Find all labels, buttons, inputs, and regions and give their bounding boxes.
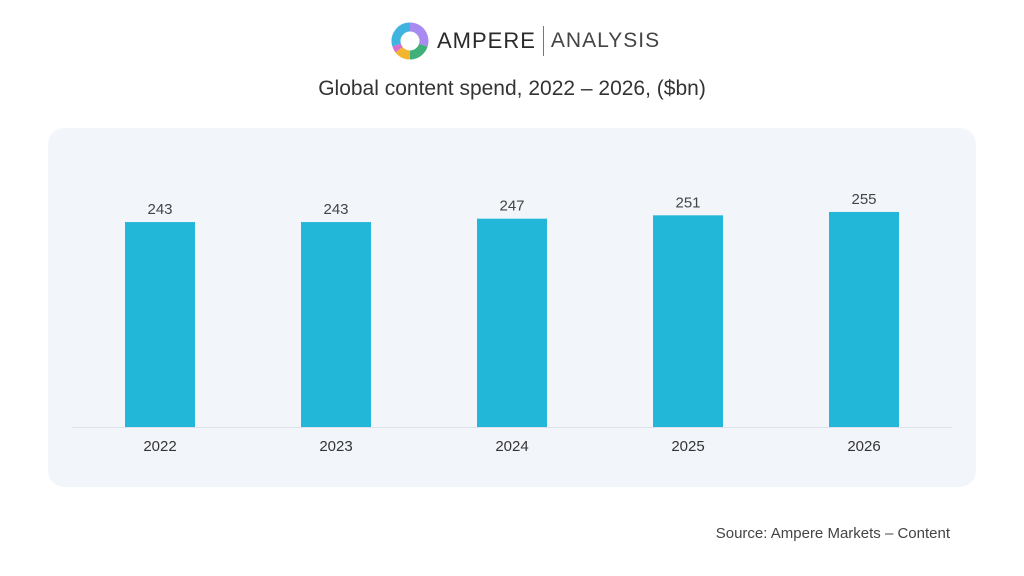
- logo-suffix: ANALYSIS: [550, 29, 661, 52]
- data-label: 243: [147, 201, 172, 218]
- bar-2026: [829, 211, 899, 427]
- data-label: 251: [675, 194, 700, 211]
- bar-2022: [125, 222, 195, 427]
- data-label: 247: [499, 198, 524, 215]
- logo-divider: [542, 26, 544, 56]
- bar-2024: [477, 218, 547, 427]
- ampere-analysis-logo: AMPERE ANALYSIS: [391, 21, 660, 61]
- x-tick-label: 2022: [143, 438, 176, 455]
- bar-2023: [301, 222, 371, 427]
- x-tick-label: 2026: [847, 438, 880, 455]
- source-note: Source: Ampere Markets – Content: [715, 525, 950, 542]
- x-tick-label: 2024: [495, 438, 528, 455]
- logo-donut-icon: [391, 22, 429, 60]
- x-tick-label: 2023: [319, 438, 352, 455]
- data-label: 255: [851, 191, 876, 208]
- bar-2025: [653, 215, 723, 427]
- data-label: 243: [323, 201, 348, 218]
- logo-brand: AMPERE: [437, 28, 536, 53]
- chart-title: Global content spend, 2022 – 2026, ($bn): [318, 77, 706, 100]
- x-tick-label: 2025: [671, 438, 704, 455]
